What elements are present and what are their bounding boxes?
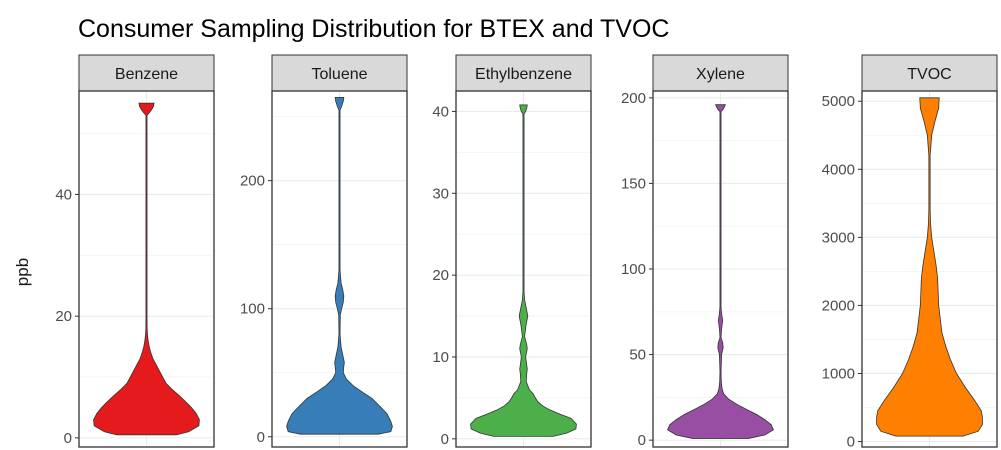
strip-label-xylene: Xylene xyxy=(696,66,745,83)
y-tick-label: 10 xyxy=(432,349,449,366)
y-tick-label: 100 xyxy=(240,301,265,318)
facet-panels: Benzene02040Toluene0100200Ethylbenzene01… xyxy=(55,54,998,450)
panel-frame-toluene xyxy=(271,90,408,448)
strip-benzene xyxy=(78,54,215,92)
strip-label-ethylbenzene: Ethylbenzene xyxy=(475,66,572,83)
y-tick-label: 3000 xyxy=(822,229,855,246)
y-tick-label: 1000 xyxy=(822,365,855,382)
panel-frame-benzene xyxy=(78,90,215,448)
y-tick-label: 0 xyxy=(847,434,855,450)
panel-frame-tvoc xyxy=(861,90,998,448)
y-tick-label: 0 xyxy=(638,432,646,449)
panel-toluene: Toluene 0 100 200 xyxy=(240,54,408,448)
y-tick-label: 200 xyxy=(621,90,646,107)
y-tick-label: 200 xyxy=(240,173,265,190)
y-tick-label: 2000 xyxy=(822,297,855,314)
y-tick-label: 20 xyxy=(432,267,449,284)
y-tick-label: 5000 xyxy=(822,93,855,110)
panel-tvoc: TVOC 0 1000 2000 3000 4000 5000 xyxy=(822,54,998,450)
y-tick-label: 100 xyxy=(621,261,646,278)
chart-title: Consumer Sampling Distribution for BTEX … xyxy=(78,15,669,43)
strip-toluene xyxy=(271,54,408,92)
strip-ethylbenzene xyxy=(455,54,592,92)
panel-benzene: Benzene 0 20 40 xyxy=(55,54,215,448)
violin-benzene xyxy=(93,102,200,436)
violin-ethylbenzene xyxy=(470,104,577,437)
panel-ethylbenzene: Ethylbenzene 0 10 20 30 40 xyxy=(432,54,592,448)
y-tick-label: 150 xyxy=(621,175,646,192)
violin-toluene xyxy=(286,97,393,435)
y-tick-label: 40 xyxy=(55,186,72,203)
panel-frame-ethylbenzene xyxy=(455,90,592,448)
y-tick-label: 0 xyxy=(441,431,449,448)
violin-xylene xyxy=(667,104,774,439)
y-tick-label: 50 xyxy=(629,347,646,364)
strip-label-benzene: Benzene xyxy=(115,66,178,83)
violin-tvoc xyxy=(876,97,983,437)
y-tick-label: 20 xyxy=(55,308,72,325)
y-tick-label: 40 xyxy=(432,103,449,120)
y-axis-label: ppb xyxy=(13,258,32,286)
strip-label-tvoc: TVOC xyxy=(907,66,951,83)
strip-label-toluene: Toluene xyxy=(311,66,367,83)
y-tick-label: 0 xyxy=(257,429,265,446)
y-tick-label: 0 xyxy=(64,430,72,447)
panel-xylene: Xylene 0 50 100 150 200 xyxy=(621,54,789,449)
y-tick-label: 30 xyxy=(432,185,449,202)
y-tick-label: 4000 xyxy=(822,161,855,178)
